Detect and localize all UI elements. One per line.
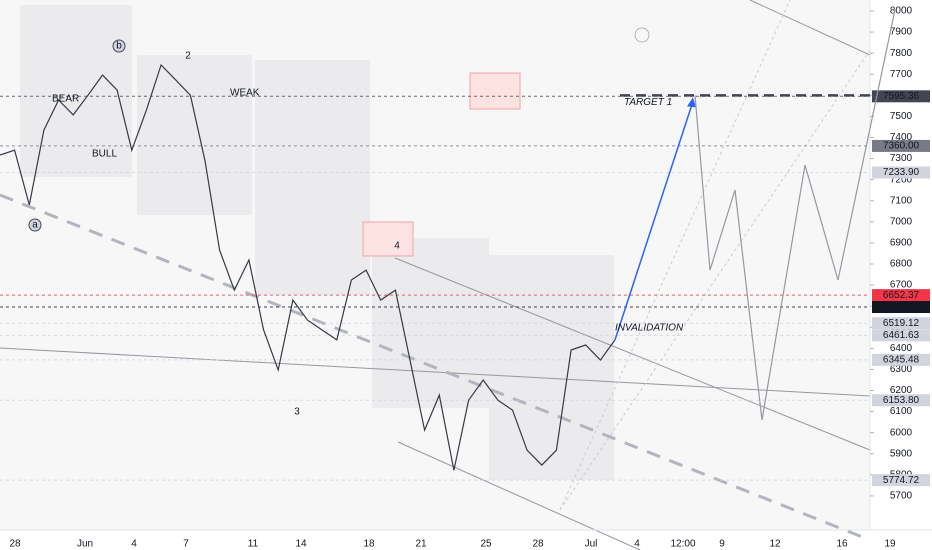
y-tick-label: 6000 xyxy=(890,427,913,438)
y-tick-label: 6800 xyxy=(890,259,913,270)
price-tag-label: 6652.37 xyxy=(883,290,920,301)
trend-line xyxy=(394,257,871,451)
price-tag xyxy=(872,394,930,407)
arrow-head xyxy=(687,97,696,108)
price-tag-label: 6461.63 xyxy=(883,330,920,341)
x-tick-label: 19 xyxy=(884,539,896,550)
price-tag-label: 5774.72 xyxy=(883,475,920,486)
y-tick-label: 5700 xyxy=(890,491,913,502)
signal-label: BEAR xyxy=(52,94,79,105)
y-tick-label: 6300 xyxy=(890,364,913,375)
wave-marker xyxy=(112,39,126,53)
x-tick-label: 14 xyxy=(295,539,307,550)
y-tick-label: 7200 xyxy=(890,174,913,185)
y-tick-label: 7800 xyxy=(890,48,913,59)
x-tick-label: 4 xyxy=(634,539,640,550)
price-tag xyxy=(872,353,930,366)
x-tick-label: 12 xyxy=(769,539,781,550)
annotation: TARGET 1 xyxy=(624,97,672,108)
price-tag xyxy=(872,90,930,103)
y-tick-label: 7900 xyxy=(890,27,913,38)
trend-line xyxy=(749,0,871,56)
price-line xyxy=(0,63,616,471)
price-tag-label: 6519.12 xyxy=(883,318,920,329)
price-tag-label: 6345.48 xyxy=(883,354,920,365)
price-tag xyxy=(872,139,930,152)
price-tag xyxy=(872,317,930,330)
icon[interactable] xyxy=(634,27,650,43)
supply-box xyxy=(469,72,521,110)
x-tick-label: 4 xyxy=(131,539,137,550)
x-tick-label: 12:00 xyxy=(670,539,695,550)
y-tick-label: 8000 xyxy=(890,6,913,17)
price-tag-label: 7595.36 xyxy=(883,91,920,102)
price-tag-label: 6153.80 xyxy=(883,395,920,406)
price-tag-label: 7233.90 xyxy=(883,167,920,178)
wave-label: b xyxy=(116,41,122,52)
zone xyxy=(255,60,370,295)
trend-line xyxy=(0,193,871,542)
y-tick-label: 7400 xyxy=(890,132,913,143)
zone xyxy=(137,55,252,215)
trend-line xyxy=(0,347,871,397)
x-tick-label: 28 xyxy=(9,539,21,550)
y-tick-label: 7300 xyxy=(890,153,913,164)
y-tick-label: 7000 xyxy=(890,216,913,227)
zone xyxy=(489,255,614,480)
zone xyxy=(20,5,132,177)
y-tick-label: 7700 xyxy=(890,69,913,80)
price-tag-label: 6596.00 xyxy=(883,302,920,313)
signal-label: WEAK xyxy=(230,88,260,99)
signal-label: BULL xyxy=(92,149,117,160)
wave-label: a xyxy=(32,220,38,231)
fan-line xyxy=(559,49,871,511)
x-tick-label: 7 xyxy=(183,539,189,550)
x-tick-label: 21 xyxy=(415,539,427,550)
wave-label: 3 xyxy=(294,407,300,418)
y-tick-label: 6700 xyxy=(890,280,913,291)
x-tick-label: 18 xyxy=(363,539,375,550)
y-tick-label: 6200 xyxy=(890,385,913,396)
x-tick-label: 16 xyxy=(836,539,848,550)
x-tick-label: 9 xyxy=(719,539,725,550)
x-tick-label: 28 xyxy=(532,539,544,550)
y-tick-label: 7500 xyxy=(890,111,913,122)
y-tick-label: 5900 xyxy=(890,448,913,459)
price-tag-label: 7360.00 xyxy=(883,141,920,152)
wave-label: 4 xyxy=(394,241,400,252)
price-tag xyxy=(872,289,930,302)
y-tick-label: 6900 xyxy=(890,238,913,249)
y-tick-label: 6400 xyxy=(890,343,913,354)
price-tag xyxy=(872,329,930,342)
x-tick-label: Jun xyxy=(77,539,93,550)
price-tag xyxy=(872,166,930,179)
trend-lines xyxy=(0,0,871,550)
y-tick-label: 6100 xyxy=(890,406,913,417)
y-tick-label: 7100 xyxy=(890,195,913,206)
x-tick-label: 11 xyxy=(248,539,259,550)
projection-arrow xyxy=(614,101,694,341)
wave-label: 2 xyxy=(185,51,191,62)
annotation: INVALIDATION xyxy=(615,323,684,334)
trend-line xyxy=(397,441,641,550)
projection-line xyxy=(694,9,896,421)
x-tick-label: 25 xyxy=(480,539,492,550)
wave-marker xyxy=(28,218,42,232)
price-tag xyxy=(872,301,930,314)
x-tick-label: Jul xyxy=(585,539,598,550)
supply-box xyxy=(362,221,414,257)
price-tag xyxy=(872,474,930,487)
